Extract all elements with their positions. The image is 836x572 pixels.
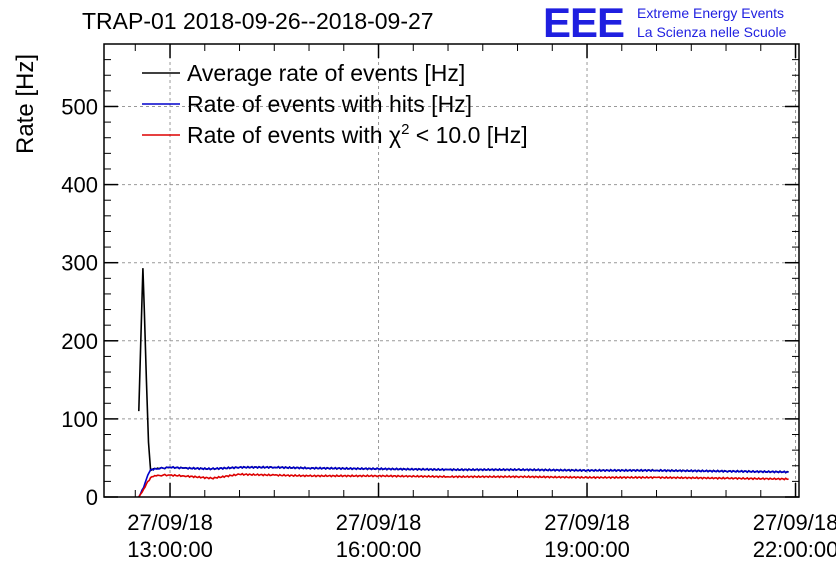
x-tick-time-label: 13:00:00 xyxy=(127,537,213,562)
x-tick-time-label: 16:00:00 xyxy=(336,537,422,562)
axis-ticks: 010020030040050027/09/1813:00:0027/09/18… xyxy=(61,43,836,562)
series-lines xyxy=(138,268,789,498)
x-tick-date-label: 27/09/18 xyxy=(544,510,630,535)
x-tick-time-label: 19:00:00 xyxy=(544,537,630,562)
legend-entry-label: Average rate of events [Hz] xyxy=(187,60,465,86)
chart-title: TRAP-01 2018-09-26--2018-09-27 xyxy=(82,8,434,34)
y-tick-label: 400 xyxy=(61,173,98,198)
legend: Average rate of events [Hz] Rate of event… xyxy=(142,60,528,148)
series-line-rate-of-events-with-10-0-hz xyxy=(138,472,789,498)
y-tick-label: 500 xyxy=(61,94,98,119)
plot-frame xyxy=(103,43,800,498)
x-tick-date-label: 27/09/18 xyxy=(753,510,836,535)
x-tick-date-label: 27/09/18 xyxy=(127,510,213,535)
logo-subtitle: Extreme Energy Events La Scienza nelle S… xyxy=(637,4,786,42)
series-line-average-rate-of-events-hz xyxy=(138,268,789,474)
y-tick-label: 200 xyxy=(61,329,98,354)
y-tick-label: 100 xyxy=(61,407,98,432)
x-tick-date-label: 27/09/18 xyxy=(336,510,422,535)
legend-entry-label: Rate of events with hits [Hz] xyxy=(187,91,472,117)
x-tick-time-label: 22:00:00 xyxy=(753,537,836,562)
y-tick-label: 0 xyxy=(86,485,98,510)
logo-line-1: Extreme Energy Events xyxy=(637,5,785,21)
eee-logo: EEE xyxy=(543,0,625,46)
logo-line-2: La Scienza nelle Scuole xyxy=(637,24,787,40)
grid xyxy=(104,44,799,497)
legend-entry-label: Rate of events with χ2 < 10.0 [Hz] xyxy=(187,121,528,148)
y-tick-label: 300 xyxy=(61,251,98,276)
series-line-rate-of-events-with-hits-hz xyxy=(138,465,789,498)
